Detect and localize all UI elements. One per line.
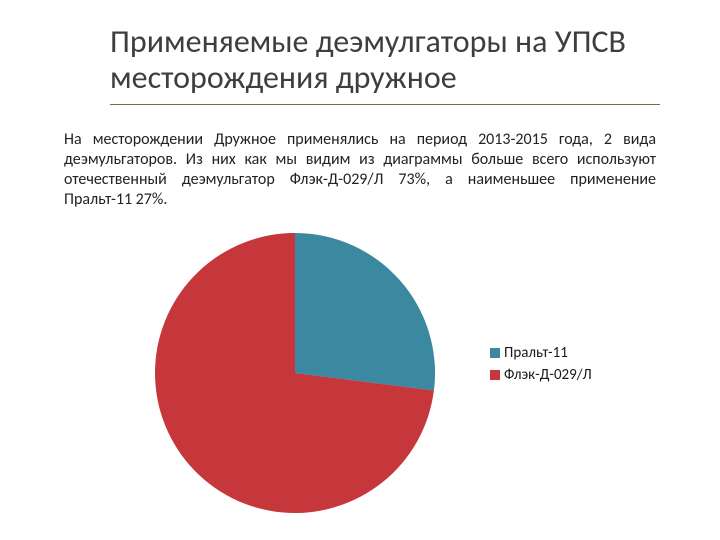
legend-label: Флэк-Д-029/Л: [504, 366, 592, 384]
pie-wrap: [150, 228, 440, 518]
pie-chart: Пральт-11 Флэк-Д-029/Л: [150, 228, 630, 518]
legend-swatch: [490, 370, 500, 380]
slide: Применяемые деэмулгаторы на УПСВ месторо…: [0, 0, 720, 540]
legend-item: Флэк-Д-029/Л: [490, 366, 592, 384]
page-title: Применяемые деэмулгаторы на УПСВ месторо…: [110, 24, 660, 96]
pie-svg: [150, 228, 440, 518]
legend: Пральт-11 Флэк-Д-029/Л: [490, 344, 592, 388]
title-underline: [110, 104, 660, 105]
pie-slice: [295, 233, 435, 391]
body-text: На месторождении Дружное применялись на …: [64, 130, 656, 210]
legend-item: Пральт-11: [490, 344, 592, 362]
legend-swatch: [490, 348, 500, 358]
legend-label: Пральт-11: [504, 344, 568, 362]
